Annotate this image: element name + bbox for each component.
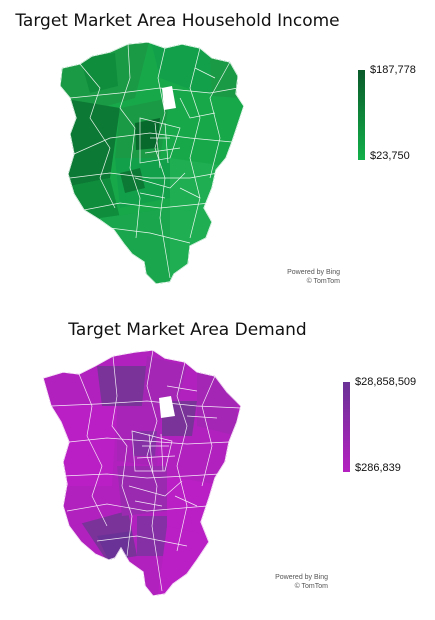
demand-legend-gradient xyxy=(343,382,350,472)
demand-map-attribution: Powered by Bing © TomTom xyxy=(248,573,328,591)
attribution-tomtom: © TomTom xyxy=(294,583,328,590)
income-map-title: Target Market Area Household Income xyxy=(15,11,340,31)
demand-regions xyxy=(43,350,241,596)
demand-choropleth-map[interactable] xyxy=(37,346,287,601)
income-map-attribution: Powered by Bing © TomTom xyxy=(260,268,340,286)
demand-legend-min: $286,839 xyxy=(355,462,401,474)
attribution-bing: Powered by Bing xyxy=(275,574,328,581)
demand-map-panel: Target Market Area Demand xyxy=(0,310,435,620)
demand-map-title: Target Market Area Demand xyxy=(68,320,307,340)
demand-legend-max: $28,858,509 xyxy=(355,376,417,388)
income-map-panel: Target Market Area Household Income xyxy=(15,11,416,288)
income-regions xyxy=(60,42,244,284)
income-choropleth-map[interactable] xyxy=(40,38,290,288)
attribution-tomtom: © TomTom xyxy=(306,278,340,285)
income-legend-gradient xyxy=(358,70,365,160)
income-legend-min: $23,750 xyxy=(370,150,410,162)
income-legend-max: $187,778 xyxy=(370,64,416,76)
attribution-bing: Powered by Bing xyxy=(287,269,340,276)
